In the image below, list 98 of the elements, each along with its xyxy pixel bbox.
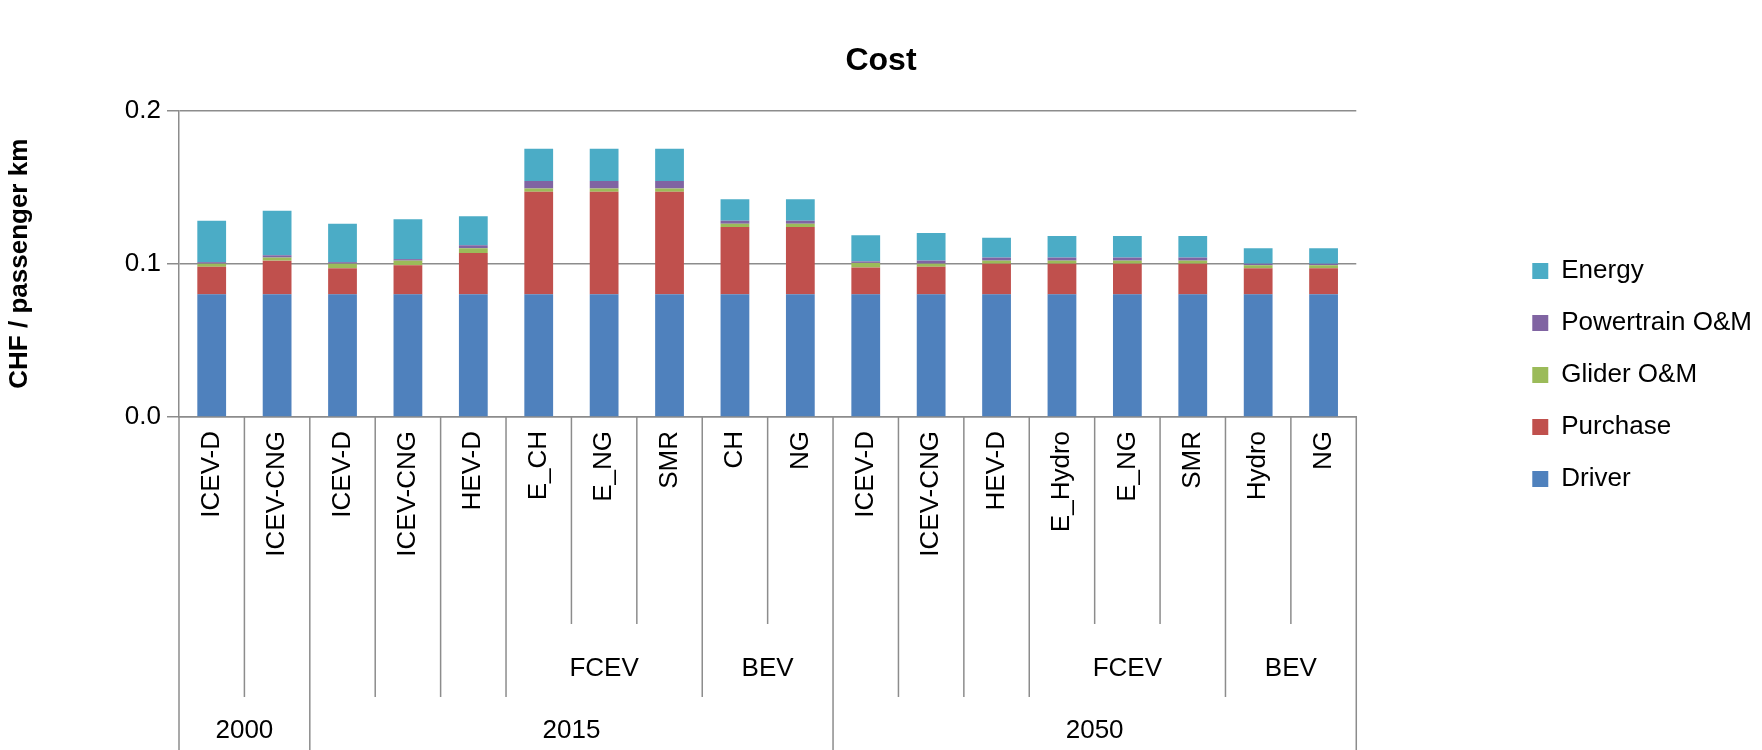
legend-label: Purchase [1561, 410, 1672, 441]
x-tick-label: NG [1306, 431, 1337, 470]
bar [458, 294, 488, 417]
bar [589, 294, 619, 417]
bar [851, 235, 881, 262]
chart-title: Cost [845, 41, 917, 78]
x-tick-label: ICEV-D [325, 431, 356, 518]
bar [1047, 294, 1077, 417]
bar [720, 199, 750, 221]
bar [262, 294, 292, 417]
y-tick-label: 0.0 [124, 400, 161, 431]
bar [197, 266, 227, 295]
bar [1243, 294, 1273, 417]
bar [851, 267, 881, 295]
bar [982, 263, 1011, 295]
x-tick-label: ICEV-CNG [260, 431, 291, 557]
legend-label: Driver [1561, 462, 1631, 493]
bar [589, 191, 619, 295]
bar [785, 199, 815, 221]
x-tick-label: E_Hydro [1045, 431, 1076, 533]
bar [589, 188, 619, 192]
bar [785, 226, 815, 295]
y-tick-label: 0.1 [124, 246, 161, 277]
bar [393, 265, 423, 295]
bar [1243, 248, 1273, 264]
bar [262, 260, 292, 295]
x-tick-label: CH [718, 431, 749, 469]
bar [589, 148, 619, 181]
bar [458, 245, 488, 249]
bar [197, 294, 227, 417]
bar [1178, 294, 1208, 417]
bar [851, 294, 881, 417]
bar [982, 237, 1011, 258]
bar [720, 294, 750, 417]
bar [1112, 263, 1142, 295]
bar [524, 294, 554, 417]
bar [1243, 268, 1273, 295]
x-tick-label: ICEV-D [848, 431, 879, 518]
bar [1112, 236, 1142, 258]
x-tick-label: ICEV-CNG [914, 431, 945, 557]
bar [655, 148, 684, 181]
bar [982, 294, 1011, 417]
bar [328, 268, 357, 295]
legend-label: Powertrain O&M [1561, 306, 1753, 337]
y-axis-title: CHF / passenger km [2, 138, 33, 389]
bar [720, 226, 750, 295]
x-tick-label: E_CH [521, 431, 552, 501]
bar [1047, 263, 1077, 295]
bar [851, 262, 881, 268]
bar [1178, 263, 1208, 295]
bar [1309, 248, 1338, 264]
bar [916, 233, 946, 261]
x-tick-label: SMR [1175, 431, 1206, 489]
x-tick-label: HEV-D [456, 431, 487, 511]
legend-label: Glider O&M [1561, 358, 1698, 389]
bar [655, 191, 684, 295]
bar [458, 248, 488, 253]
x-tick-label: ICEV-D [194, 431, 225, 518]
x-tick-label: ICEV-CNG [391, 431, 422, 557]
text: 2015 [542, 714, 601, 745]
bar [458, 216, 488, 246]
text: BEV [741, 652, 795, 683]
bar [393, 219, 423, 260]
text: FCEV [1092, 652, 1163, 683]
bar [1047, 236, 1077, 258]
text: BEV [1264, 652, 1318, 683]
bar [1112, 294, 1142, 417]
legend-label: Energy [1561, 254, 1644, 285]
bar [1178, 236, 1208, 258]
bar [916, 266, 946, 295]
bar [262, 210, 292, 256]
x-tick-label: HEV-D [979, 431, 1010, 511]
text: FCEV [569, 652, 640, 683]
bar [328, 294, 357, 417]
y-tick-label: 0.2 [124, 93, 161, 124]
text: 2050 [1065, 714, 1124, 745]
bar [393, 294, 423, 417]
bar [328, 223, 357, 263]
bar [197, 220, 227, 263]
x-tick-label: Hydro [1241, 431, 1272, 501]
bar [524, 180, 554, 189]
bar [1309, 294, 1338, 417]
x-tick-label: E_NG [1110, 431, 1141, 502]
bar [655, 188, 684, 192]
x-tick-label: NG [783, 431, 814, 470]
bar [524, 148, 554, 181]
bar [655, 294, 684, 417]
bar [589, 180, 619, 189]
bar [458, 252, 488, 295]
bar [655, 180, 684, 189]
x-tick-label: E_NG [587, 431, 618, 502]
x-tick-label: SMR [652, 431, 683, 489]
bar [524, 188, 554, 192]
bar [1309, 268, 1338, 295]
text: 2000 [215, 714, 274, 745]
bar [785, 294, 815, 417]
bar [916, 294, 946, 417]
bar [524, 191, 554, 295]
